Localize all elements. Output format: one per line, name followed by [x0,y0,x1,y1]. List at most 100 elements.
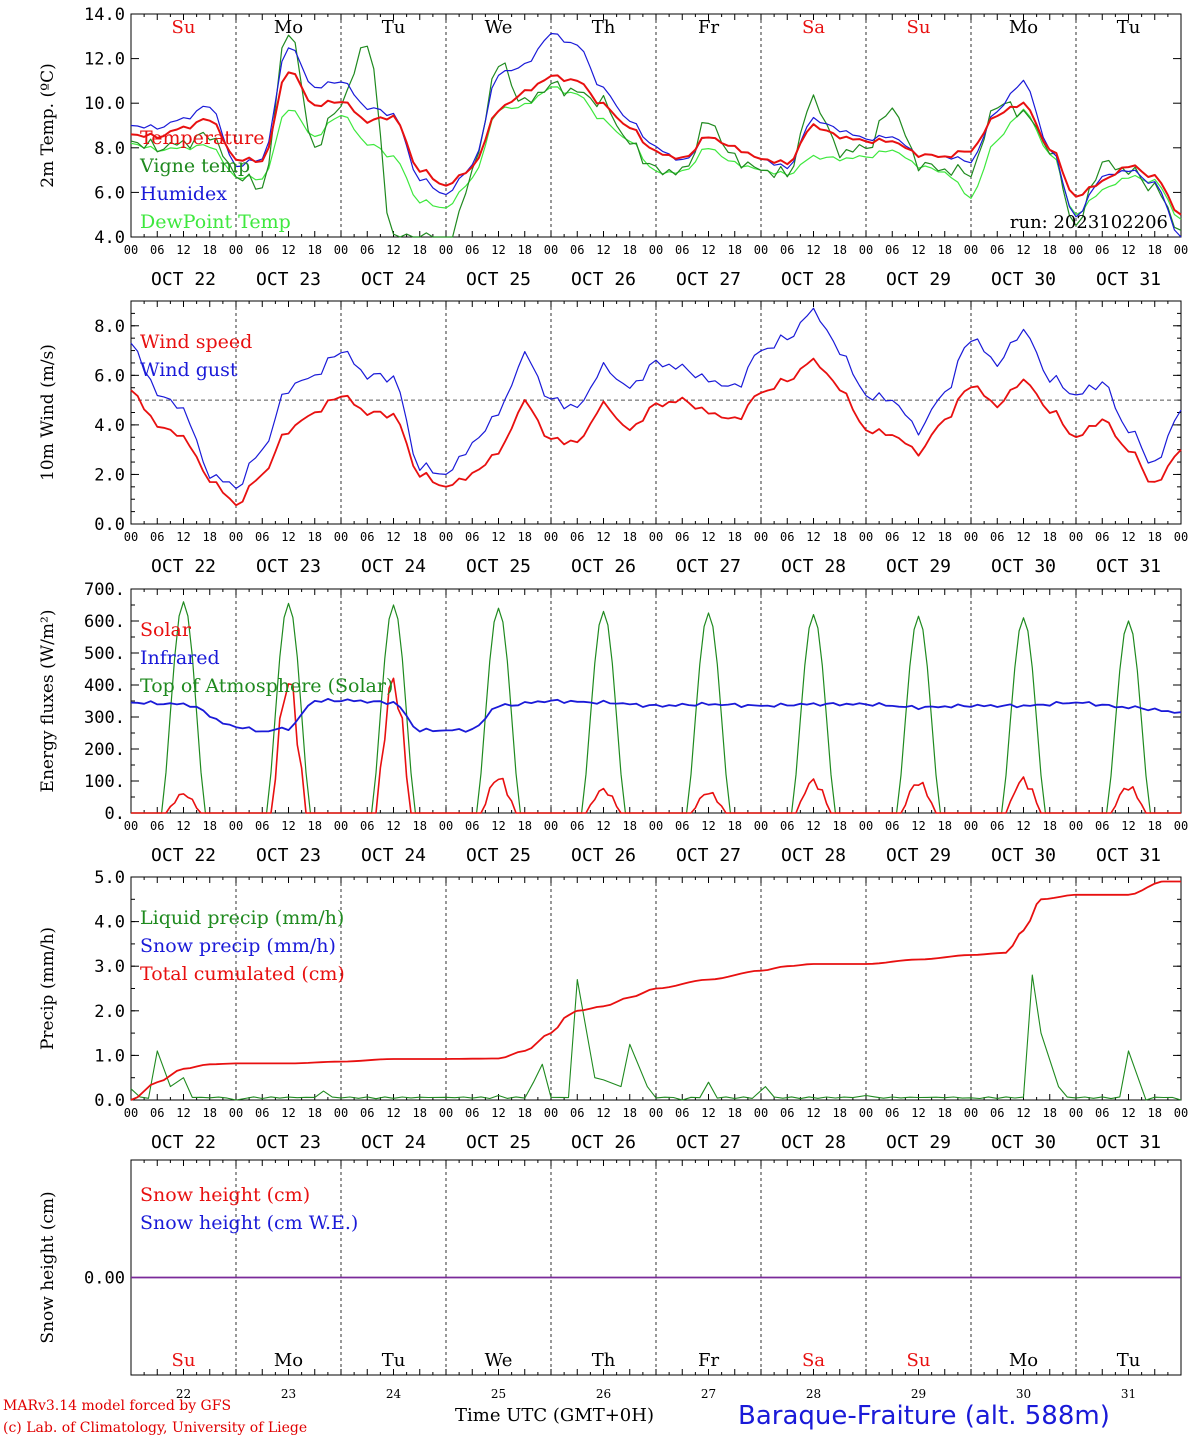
hour-tick-label: 00 [439,1106,453,1120]
day-number-label: 22 [176,1387,191,1401]
hour-tick-label: 12 [491,819,505,833]
date-label: OCT 31 [1096,1132,1161,1153]
hour-tick-label: 12 [386,530,400,544]
hour-tick-label: 06 [675,243,689,257]
date-label: OCT 27 [676,556,741,577]
weekday-label: Su [172,1350,196,1371]
day-number-label: 31 [1121,1387,1136,1401]
hour-tick-label: 06 [255,819,269,833]
date-label: OCT 30 [991,1132,1056,1153]
day-number-label: 23 [281,1387,296,1401]
hour-tick-label: 18 [1148,530,1162,544]
weekday-label: Fr [698,17,719,38]
weekday-label: Tu [382,17,406,38]
hour-tick-label: 12 [491,243,505,257]
legend-entry: Top of Atmosphere (Solar) [140,675,393,697]
date-label: OCT 30 [991,845,1056,866]
weekday-label: Su [907,17,931,38]
hour-tick-label: 06 [360,530,374,544]
y-tick-label: 600. [84,612,125,632]
hour-tick-label: 12 [1016,819,1030,833]
hour-tick-label: 12 [701,243,715,257]
date-label: OCT 28 [781,556,846,577]
weekday-label: Sa [802,17,825,38]
hour-tick-label: 00 [964,243,978,257]
hour-tick-label: 00 [334,530,348,544]
hour-tick-label: 12 [386,243,400,257]
day-number-label: 26 [596,1387,611,1401]
date-label: OCT 30 [991,269,1056,290]
hour-tick-label: 18 [413,819,427,833]
date-label: OCT 31 [1096,845,1161,866]
legend-entry: Humidex [140,183,227,205]
hour-tick-label: 00 [649,530,663,544]
date-label: OCT 25 [466,1132,531,1153]
hour-tick-label: 18 [413,530,427,544]
y-tick-label: 1.0 [94,1046,125,1066]
legend-entry: Snow height (cm W.E.) [140,1212,358,1234]
hour-tick-label: 06 [570,819,584,833]
hour-tick-label: 00 [439,530,453,544]
hour-tick-label: 12 [1016,243,1030,257]
hour-tick-label: 18 [1043,243,1057,257]
series-line-infrared [130,698,1182,733]
hour-tick-label: 00 [124,1106,138,1120]
date-label: OCT 23 [256,845,321,866]
series-line-vigne-temp [130,34,1182,238]
date-label: OCT 26 [571,845,636,866]
hour-tick-label: 18 [518,243,532,257]
legend-entry: Solar [140,619,192,641]
y-tick-label: 2.0 [94,1002,125,1022]
date-label: OCT 27 [676,1132,741,1153]
hour-tick-label: 12 [596,1106,610,1120]
hour-tick-label: 12 [176,819,190,833]
hour-tick-label: 00 [859,1106,873,1120]
date-label: OCT 27 [676,845,741,866]
hour-tick-label: 12 [911,819,925,833]
hour-tick-label: 06 [465,530,479,544]
weekday-label: Mo [1009,17,1038,38]
y-tick-label: 12.0 [84,50,125,70]
hour-tick-label: 12 [806,819,820,833]
hour-tick-label: 18 [518,1106,532,1120]
x-axis-label: Time UTC (GMT+0H) [455,1405,654,1426]
hour-tick-label: 00 [334,243,348,257]
series-line-humidex [130,32,1182,238]
hour-tick-label: 18 [1148,819,1162,833]
y-tick-label: 6.0 [94,366,125,386]
hour-tick-label: 00 [229,819,243,833]
weekday-label: Th [592,1350,616,1371]
hour-tick-label: 12 [806,1106,820,1120]
weekday-label: Tu [382,1350,406,1371]
hour-tick-label: 12 [491,530,505,544]
date-label: OCT 30 [991,556,1056,577]
hour-tick-label: 06 [885,819,899,833]
hour-tick-label: 18 [203,1106,217,1120]
hour-tick-label: 00 [1069,530,1083,544]
y-axis-label: Snow height (cm) [38,1191,58,1343]
hour-tick-label: 06 [570,530,584,544]
hour-tick-label: 06 [150,819,164,833]
hour-tick-label: 00 [544,243,558,257]
hour-tick-label: 12 [281,243,295,257]
hour-tick-label: 00 [964,1106,978,1120]
hour-tick-label: 18 [938,530,952,544]
series-line-total-cumulated [130,880,1181,1101]
date-label: OCT 25 [466,269,531,290]
y-tick-label: 0. [105,804,125,824]
hour-tick-label: 06 [360,819,374,833]
date-label: OCT 22 [151,1132,216,1153]
hour-tick-label: 00 [334,819,348,833]
y-axis-label: 2m Temp. (ºC) [38,63,58,188]
date-label: OCT 28 [781,1132,846,1153]
series-line-liquid-precip [130,974,1182,1101]
hour-tick-label: 18 [623,819,637,833]
hour-tick-label: 18 [728,243,742,257]
hour-tick-label: 00 [754,1106,768,1120]
hour-tick-label: 12 [701,530,715,544]
date-label: OCT 28 [781,269,846,290]
hour-tick-label: 12 [176,243,190,257]
hour-tick-label: 12 [176,530,190,544]
hour-tick-label: 12 [911,243,925,257]
